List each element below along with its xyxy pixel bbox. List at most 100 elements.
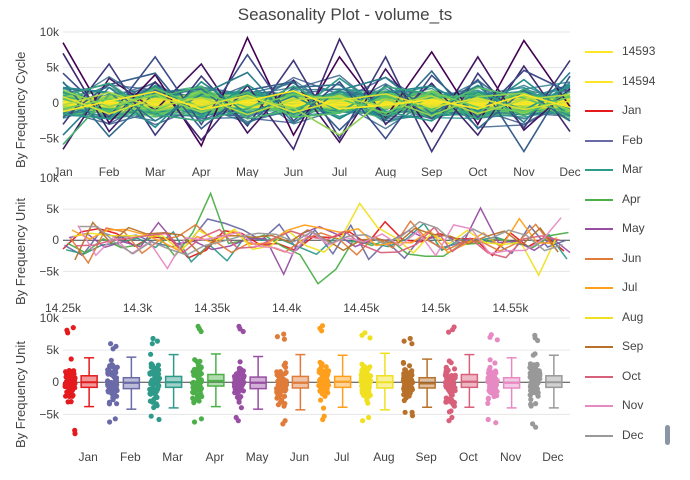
box-point	[108, 341, 114, 347]
legend-item[interactable]: Oct	[585, 367, 685, 387]
box-point	[108, 389, 114, 395]
box-point	[409, 341, 415, 347]
legend-label: Jan	[622, 103, 642, 117]
box-point	[401, 338, 407, 344]
box-point	[488, 390, 494, 396]
box-point	[364, 375, 370, 381]
box-point	[494, 337, 500, 343]
unit-x-tick-label: 14.4k	[272, 301, 302, 315]
box-point	[281, 336, 287, 342]
box-point	[533, 401, 539, 407]
box-point	[362, 364, 368, 370]
box-point	[149, 341, 155, 347]
cycle-x-tick-label: Sep	[421, 165, 443, 179]
box-point	[446, 384, 452, 390]
legend-item[interactable]: 14594	[585, 72, 685, 92]
box-point	[407, 335, 413, 342]
box-point	[63, 374, 69, 380]
box-point	[282, 418, 288, 424]
unit-series-line	[76, 226, 560, 259]
unit-x-tick-label: 14.5k	[421, 301, 451, 315]
box-y-tick-label: −5k	[39, 407, 60, 421]
box-point	[451, 366, 458, 372]
box-point	[112, 416, 118, 422]
box-point	[401, 397, 407, 404]
box-point	[156, 375, 163, 381]
box-point	[407, 375, 413, 381]
legend-item[interactable]: Jul	[585, 278, 685, 298]
box-point	[238, 405, 244, 411]
box-point	[400, 359, 406, 366]
box-point	[323, 376, 330, 382]
unit-x-tick-label: 14.3k	[123, 301, 153, 315]
box-point	[451, 403, 457, 409]
legend-item[interactable]: Sep	[585, 337, 685, 357]
legend-item[interactable]: 14593	[585, 42, 685, 62]
box-point	[197, 383, 203, 389]
box-point	[191, 419, 198, 425]
unit-series-line	[77, 217, 562, 270]
box-point	[527, 392, 533, 398]
legend-item[interactable]: Jun	[585, 249, 685, 269]
box-point	[321, 392, 327, 398]
box-point	[237, 380, 244, 386]
box-point	[156, 416, 162, 423]
box-point	[276, 373, 282, 379]
legend-label: May	[622, 221, 645, 235]
box-point	[451, 381, 457, 387]
legend-item[interactable]: May	[585, 219, 685, 239]
cycle-y-tick-label: 5k	[46, 61, 60, 75]
box-point	[528, 387, 534, 394]
chart-title: Seasonality Plot - volume_ts	[237, 5, 453, 24]
box-point	[359, 383, 365, 389]
legend-swatch	[585, 346, 613, 348]
unit-x-tick-label: 14.35k	[194, 301, 231, 315]
box-point	[193, 369, 199, 375]
box-y-tick-label: 0	[52, 375, 59, 389]
box-point	[110, 346, 116, 352]
box-point	[401, 392, 407, 398]
legend-item[interactable]: Jan	[585, 101, 685, 121]
box-point	[492, 360, 498, 366]
legend-item[interactable]: Apr	[585, 190, 685, 210]
legend-item[interactable]: Dec	[585, 426, 685, 446]
legend-scroll-handle[interactable]	[665, 425, 670, 445]
box-point	[110, 395, 116, 401]
legend-item[interactable]: Aug	[585, 308, 685, 328]
box-point	[367, 379, 373, 385]
box-point	[485, 400, 491, 406]
box-x-tick-label: Oct	[459, 450, 478, 464]
box-point	[318, 367, 325, 373]
box-point	[365, 400, 371, 406]
legend-label: 14593	[622, 44, 656, 58]
box-point	[486, 380, 492, 386]
box-x-tick-label: Apr	[206, 450, 225, 464]
box-point	[195, 375, 201, 381]
legend-swatch	[585, 139, 613, 142]
box-point	[281, 331, 287, 337]
box-point	[317, 380, 323, 386]
box-point	[407, 390, 413, 396]
unit-x-tick-label: 14.25k	[45, 301, 82, 315]
box-point	[70, 374, 76, 380]
box-jun	[274, 331, 310, 427]
box-point	[280, 381, 286, 387]
legend-label: Sep	[622, 339, 644, 353]
legend-item[interactable]: Mar	[585, 160, 685, 180]
box-point	[72, 380, 78, 386]
box-point	[528, 396, 534, 403]
cycle-series-line	[62, 93, 571, 115]
legend-swatch	[585, 51, 613, 53]
legend-item[interactable]: Nov	[585, 396, 685, 416]
box-may	[231, 323, 267, 424]
box-point	[148, 381, 154, 387]
box-nov	[485, 332, 521, 426]
box-point	[108, 384, 114, 390]
cycle-x-tick-label: Aug	[375, 165, 396, 179]
box-point	[238, 394, 244, 400]
legend-item[interactable]: Feb	[585, 131, 685, 151]
box-point	[359, 332, 365, 338]
legend-swatch	[585, 316, 613, 319]
box-jan	[62, 325, 98, 437]
